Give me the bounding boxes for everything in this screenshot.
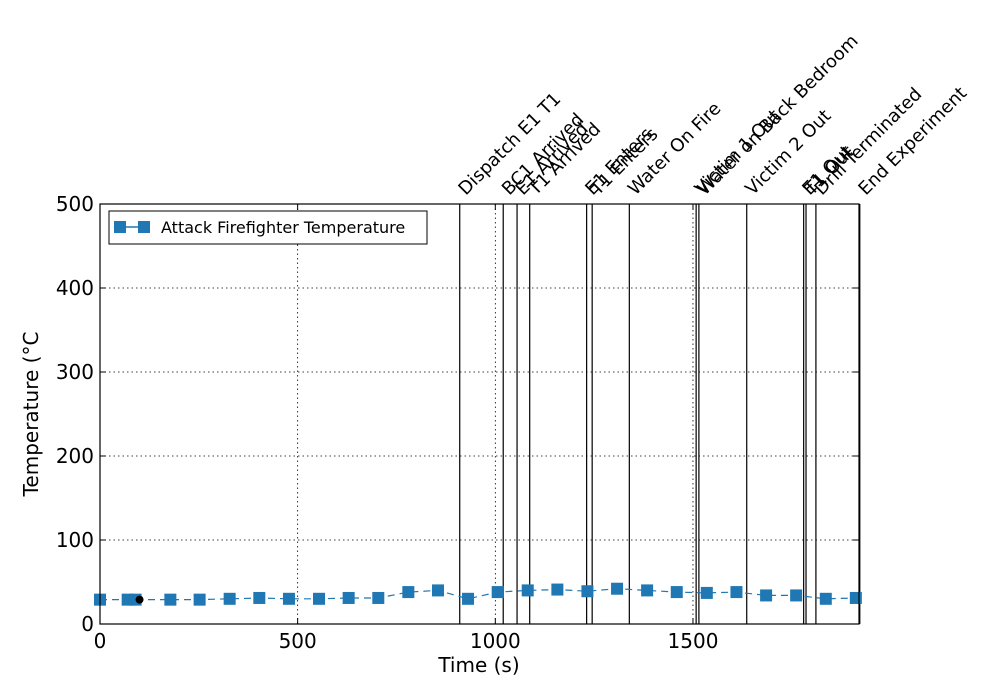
series-marker xyxy=(700,586,713,599)
y-tick-label: 300 xyxy=(56,360,94,384)
legend-box xyxy=(108,210,428,245)
axis-ticks: 0 500 1000 1500 0 100 200 300 400 500 xyxy=(56,192,859,653)
series-marker xyxy=(730,586,743,599)
legend: Attack Firefighter Temperature xyxy=(108,210,428,245)
series-marker xyxy=(551,583,564,596)
series-marker xyxy=(581,585,594,598)
series-marker xyxy=(372,591,385,604)
x-tick-label: 0 xyxy=(94,629,107,653)
series-line xyxy=(100,588,856,601)
series-marker xyxy=(164,593,177,606)
series-marker xyxy=(790,589,803,602)
y-tick-label: 200 xyxy=(56,444,94,468)
x-tick-label: 1500 xyxy=(668,629,719,653)
x-tick-label: 1000 xyxy=(470,629,521,653)
series-marker xyxy=(491,586,504,599)
x-tick-label: 500 xyxy=(279,629,317,653)
series-marker xyxy=(760,589,773,602)
series-marker xyxy=(313,592,326,605)
legend-marker-right xyxy=(138,221,150,233)
reference-dot xyxy=(135,595,144,604)
series-marker xyxy=(611,582,624,595)
plot-frame xyxy=(99,203,860,625)
series-marker xyxy=(849,591,862,604)
grid-lines xyxy=(100,204,859,624)
y-tick-label: 400 xyxy=(56,276,94,300)
series-marker xyxy=(431,584,444,597)
series-marker xyxy=(462,592,475,605)
series-marker xyxy=(223,592,236,605)
series-marker xyxy=(819,592,832,605)
series-marker xyxy=(342,591,355,604)
series-marker xyxy=(282,592,295,605)
y-tick-label: 100 xyxy=(56,528,94,552)
series-marker xyxy=(402,586,415,599)
x-axis-title: Time (s) xyxy=(437,653,519,677)
series-marker xyxy=(253,591,266,604)
y-tick-label: 0 xyxy=(81,612,94,636)
y-axis-title: Temperature (°C xyxy=(19,332,43,498)
series-marker xyxy=(193,593,206,606)
y-tick-label: 500 xyxy=(56,192,94,216)
legend-marker-left xyxy=(114,221,126,233)
event-lines xyxy=(459,204,861,624)
series-marker xyxy=(641,584,654,597)
series-marker xyxy=(521,584,534,597)
series-marker xyxy=(670,586,683,599)
legend-label: Attack Firefighter Temperature xyxy=(161,218,405,237)
